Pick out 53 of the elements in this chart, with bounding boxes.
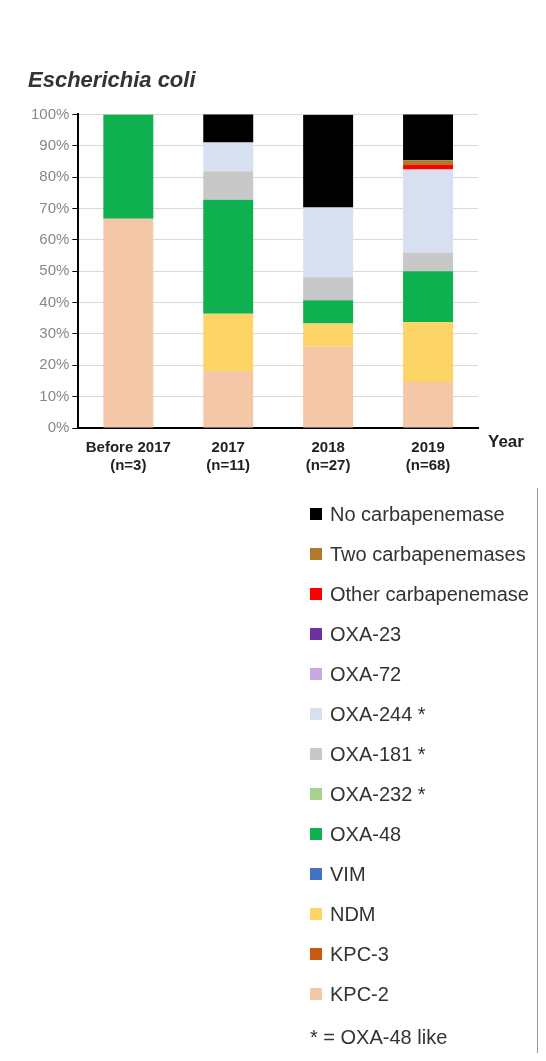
bar — [303, 300, 354, 324]
legend-label: NDM — [329, 902, 376, 926]
y-tick-label: 40% — [39, 292, 70, 310]
y-tick-label: 90% — [39, 135, 70, 153]
legend-label: Two carbapenemases — [329, 542, 526, 566]
legend-label: OXA-232 * — [329, 782, 426, 806]
legend-label: OXA-244 * — [329, 702, 426, 726]
bar — [203, 114, 254, 143]
bar — [403, 164, 454, 170]
bar — [203, 142, 254, 172]
y-tick-label: 80% — [39, 167, 70, 185]
y-tick-label: 10% — [39, 386, 70, 404]
bar — [303, 323, 354, 347]
x-axis-title: Year — [488, 431, 525, 451]
x-tick-label: Before 2017 (n=3) — [85, 438, 171, 474]
x-tick-label: 2018 (n=27) — [305, 438, 351, 474]
bar — [203, 313, 254, 371]
bar — [103, 218, 154, 428]
y-tick-label: 70% — [39, 198, 70, 216]
bar — [403, 252, 454, 272]
bar — [403, 169, 454, 253]
y-tick-label: 0% — [47, 418, 70, 436]
bar — [403, 160, 454, 165]
y-tick-label: 20% — [39, 355, 70, 373]
legend-label: KPC-3 — [329, 942, 389, 966]
legend-label: OXA-23 — [329, 622, 402, 646]
legend-label: Other carbapenemase — [329, 582, 529, 606]
chart-title: Escherichia coli — [28, 67, 197, 93]
bar — [303, 207, 354, 278]
bar — [103, 114, 154, 219]
legend-label: OXA-181 * — [329, 742, 426, 766]
legend-label: OXA-48 — [329, 822, 402, 846]
text: * = OXA-48 like — [309, 1026, 449, 1049]
bar — [403, 114, 454, 161]
legend-label: VIM — [329, 862, 366, 886]
y-tick-label: 100% — [30, 104, 70, 122]
legend-label: No carbapenemase — [329, 502, 505, 526]
bar — [403, 381, 454, 428]
y-tick-label: 30% — [39, 324, 70, 342]
x-tick-label: 2019 (n=68) — [405, 438, 451, 474]
bar — [203, 370, 254, 428]
legend-label: OXA-72 — [329, 662, 402, 686]
bar — [203, 199, 254, 314]
bar — [303, 346, 354, 428]
bar — [303, 114, 354, 208]
legend-label: KPC-2 — [329, 982, 389, 1006]
bar — [403, 322, 454, 382]
bar — [403, 271, 454, 322]
bar — [203, 171, 254, 200]
bar — [303, 277, 354, 301]
y-tick-label: 50% — [39, 261, 70, 279]
y-tick-label: 60% — [39, 229, 70, 247]
x-tick-label: 2017 (n=11) — [206, 438, 251, 474]
